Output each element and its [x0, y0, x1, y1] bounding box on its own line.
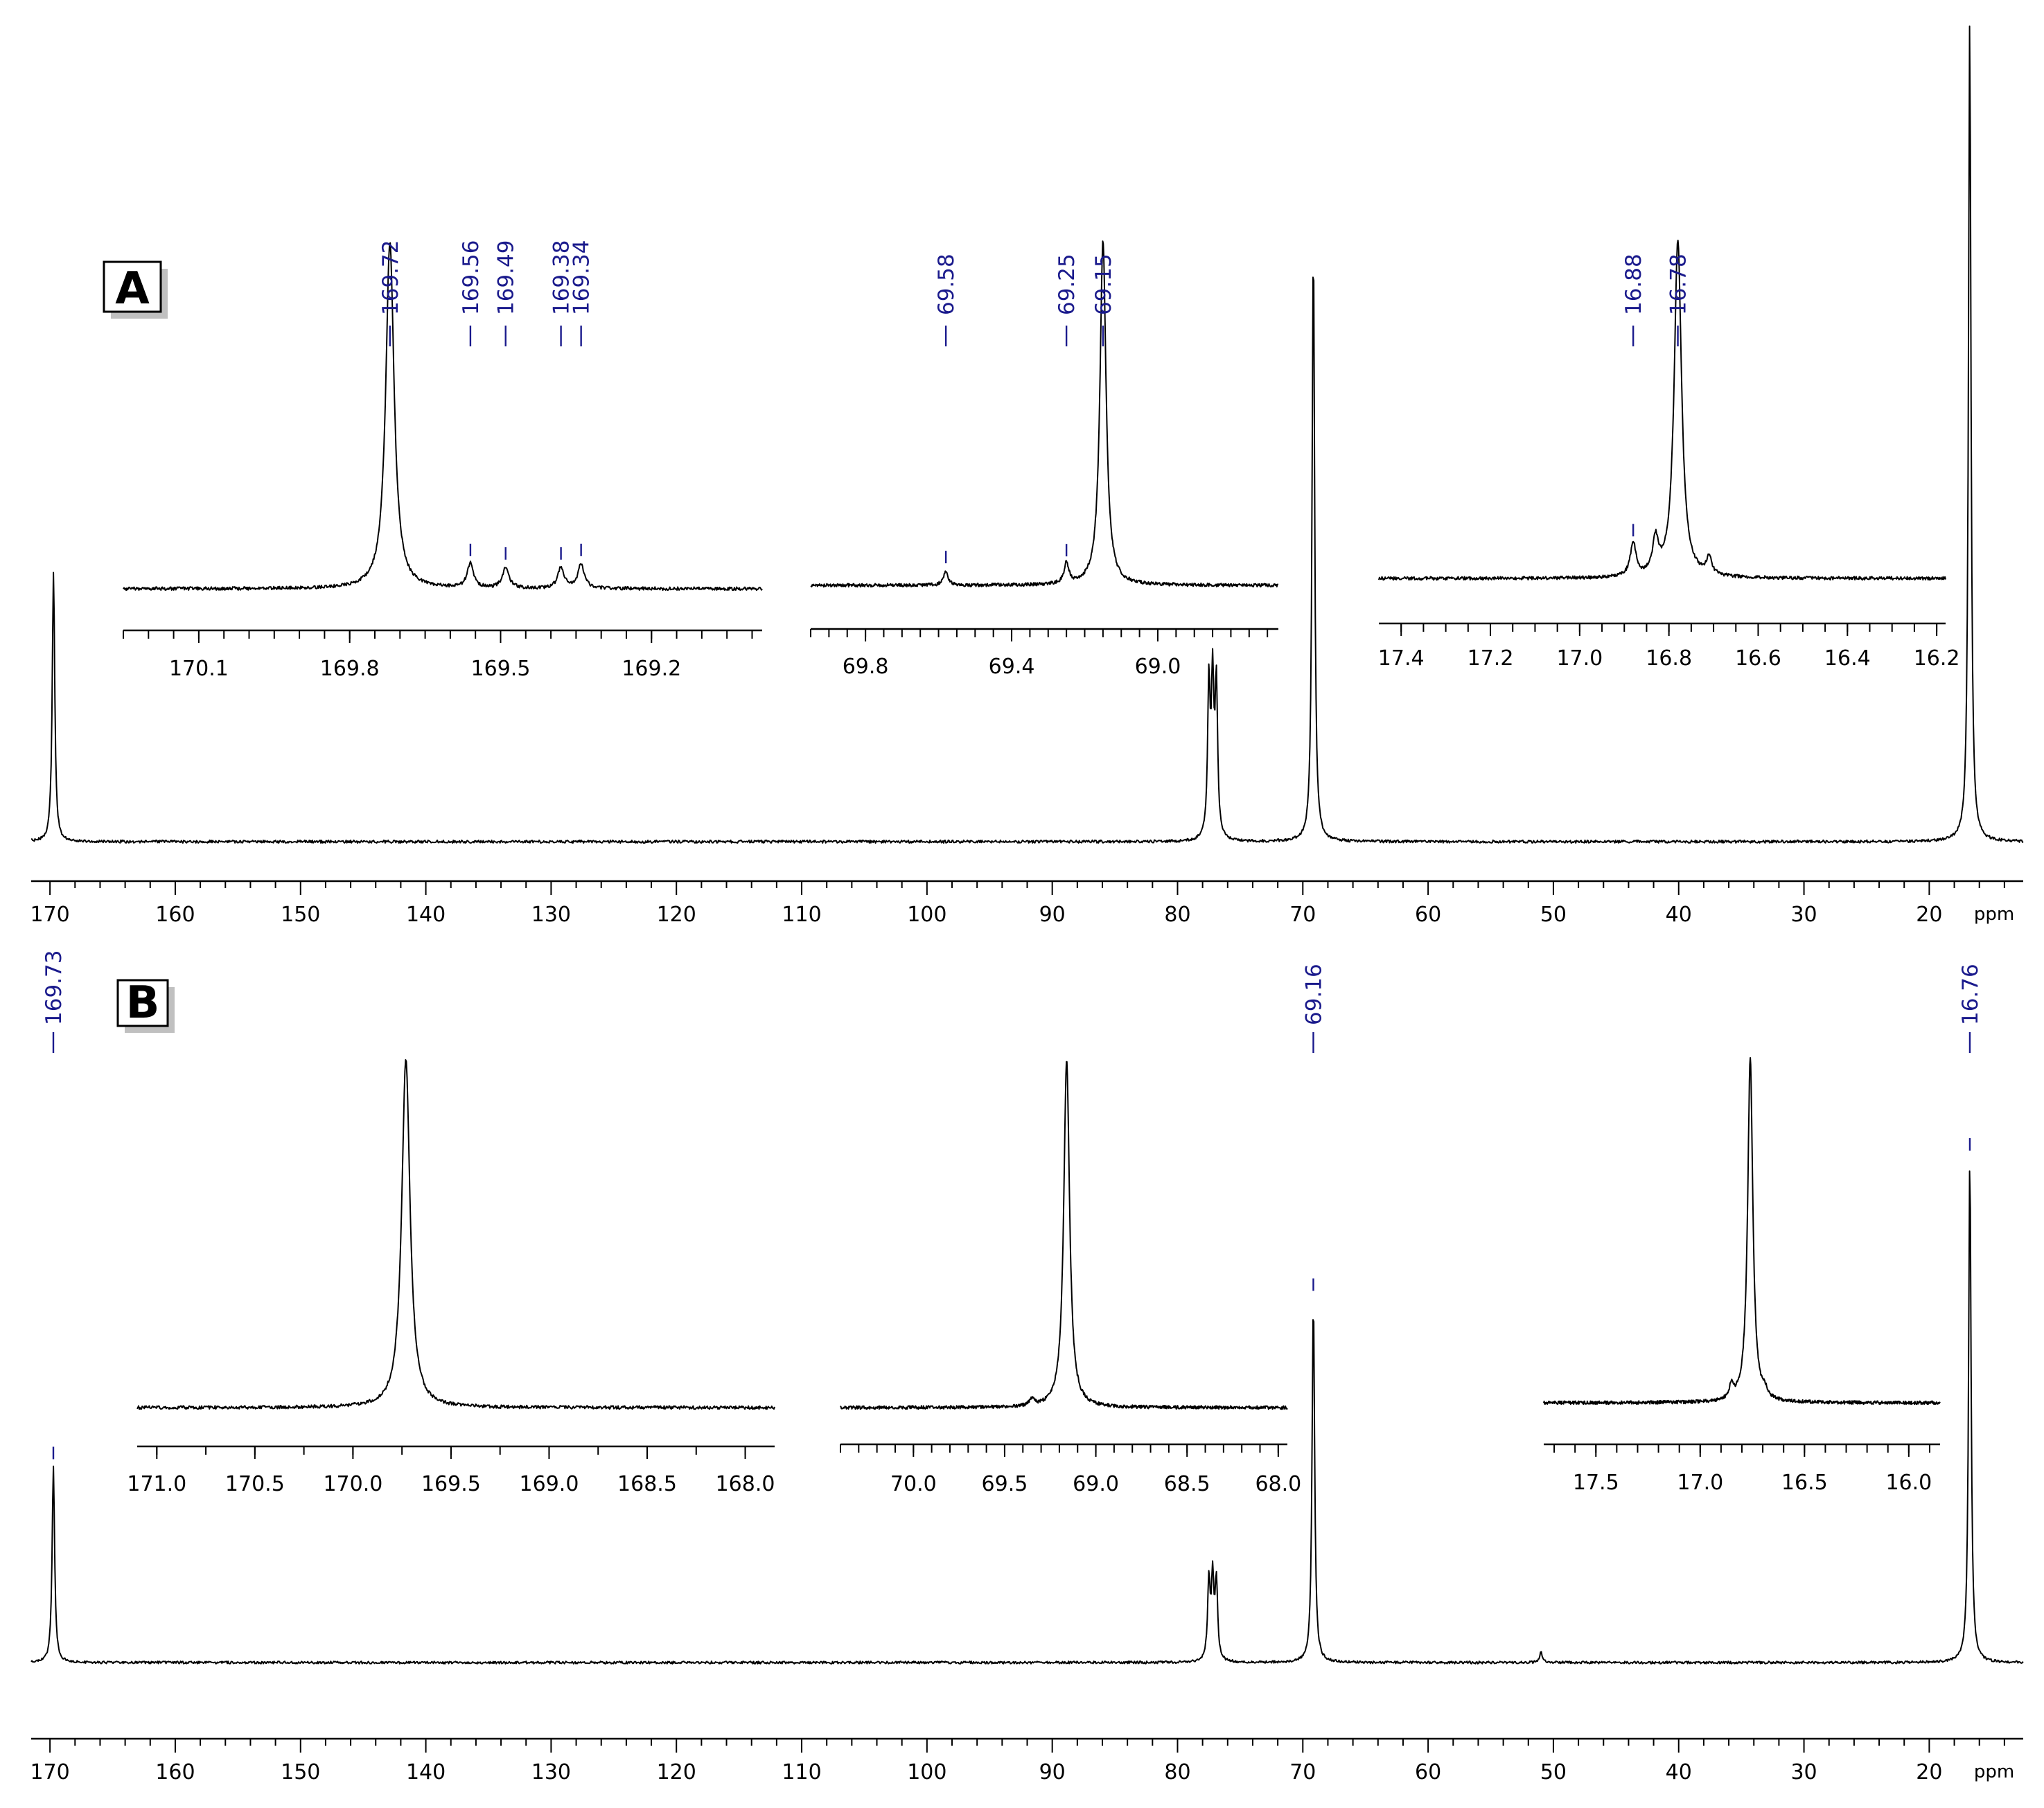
inset-1: 171.0 170.5 170.0 169.5 169.0 168.5 168.0 — [127, 1059, 775, 1496]
inset-x-tick-label: 168.5 — [617, 1472, 677, 1496]
x-tick-label: 100 — [907, 903, 946, 927]
inset-spectrum-line — [810, 240, 1279, 588]
inset-spectrum-line — [840, 1061, 1288, 1410]
inset-x-tick-label: 68.5 — [1164, 1472, 1210, 1496]
x-tick-label: 40 — [1666, 1760, 1692, 1784]
panel-b: 170 160 150 140 130 120 110 100 90 80 70 60 50 40 30 20… — [30, 950, 2024, 1784]
x-tick-label: 150 — [281, 1760, 320, 1784]
inset-x-tick-label: 16.5 — [1781, 1471, 1828, 1495]
panel-a: 170 160 150 140 130 120 110 100 90 80 70 60 50 40 30 20… — [30, 25, 2024, 927]
x-tick-label: 20 — [1916, 1760, 1942, 1784]
inset-x-tick-label: 17.0 — [1677, 1471, 1723, 1495]
inset-x-tick-label: 171.0 — [127, 1472, 186, 1496]
inset-x-tick-label: 17.0 — [1556, 646, 1603, 671]
x-tick-label: 170 — [30, 1760, 69, 1784]
x-tick-label: 100 — [907, 1760, 946, 1784]
inset-x-tick-label: 68.0 — [1255, 1472, 1301, 1496]
inset-x-tick-label: 70.0 — [890, 1472, 937, 1496]
peak-label: 169.34 — [570, 240, 594, 315]
x-tick-label: 60 — [1415, 1760, 1441, 1784]
x-tick-label: 30 — [1790, 1760, 1817, 1784]
inset-x-tick-label: 17.4 — [1378, 646, 1425, 671]
inset-spectrum-line — [1543, 1057, 1941, 1406]
panel-label-box — [116, 979, 169, 1027]
peak-label: 69.15 — [1091, 254, 1116, 315]
x-tick-label: 160 — [155, 1760, 195, 1784]
inset-x-tick-label: 170.1 — [169, 657, 229, 681]
inset-x-tick-label: 16.8 — [1646, 646, 1692, 671]
peak-label: 69.58 — [934, 254, 959, 315]
panel-label-box — [103, 260, 162, 313]
x-tick-label: 80 — [1164, 1760, 1190, 1784]
inset-spectrum-line — [1378, 240, 1946, 581]
peak-label: 169.38 — [549, 240, 574, 315]
panel-label: A — [115, 263, 150, 314]
inset-spectrum-line — [136, 1059, 775, 1410]
inset-x-tick-label: 169.0 — [520, 1472, 579, 1496]
x-tick-label: 110 — [782, 903, 821, 927]
x-tick-label: 30 — [1790, 903, 1817, 927]
inset-x-tick-label: 170.5 — [225, 1472, 285, 1496]
inset-3: 17.5 17.0 16.5 16.0 — [1543, 1057, 1941, 1495]
inset-2: 69.8 69.4 69.0 69.58 69.25 69.15 — [810, 240, 1279, 679]
x-tick-label: 130 — [531, 1760, 571, 1784]
peak-label: 16.88 — [1621, 254, 1646, 315]
inset-x-tick-label: 169.8 — [320, 657, 380, 681]
x-tick-label: 90 — [1039, 1760, 1066, 1784]
peak-label: 16.76 — [1958, 964, 1983, 1025]
x-tick-label: 50 — [1540, 903, 1567, 927]
peak-label: 69.16 — [1301, 964, 1326, 1025]
peak-label: 169.56 — [459, 240, 484, 315]
spectrum-line — [30, 1170, 2024, 1665]
inset-x-tick-label: 169.5 — [471, 657, 531, 681]
inset-x-tick-label: 16.6 — [1735, 646, 1781, 671]
peak-label: 169.49 — [494, 240, 519, 315]
inset-x-tick-label: 69.4 — [989, 655, 1035, 679]
peak-label: 169.72 — [378, 240, 403, 315]
panel-label: B — [126, 977, 160, 1029]
x-tick-label: 110 — [782, 1760, 821, 1784]
inset-x-tick-label: 168.0 — [716, 1472, 775, 1496]
inset-1: 170.1 169.8 169.5 169.2 169.72 169.56 169.49 16… — [123, 240, 763, 681]
inset-x-tick-label: 69.0 — [1135, 655, 1181, 679]
peak-label: 16.78 — [1666, 254, 1691, 315]
x-tick-label: 120 — [657, 1760, 696, 1784]
x-tick-label: 170 — [30, 903, 69, 927]
x-tick-label: 50 — [1540, 1760, 1567, 1784]
inset-x-tick-label: 16.4 — [1824, 646, 1871, 671]
x-tick-label: 140 — [406, 1760, 446, 1784]
spectrum-line — [30, 25, 2024, 844]
inset-x-tick-label: 17.2 — [1468, 646, 1514, 671]
inset-x-tick-label: 169.5 — [421, 1472, 481, 1496]
inset-x-tick-label: 17.5 — [1573, 1471, 1619, 1495]
peak-label: 69.25 — [1055, 254, 1080, 315]
peak-label: 169.73 — [42, 950, 67, 1025]
x-tick-label: 40 — [1666, 903, 1692, 927]
inset-x-tick-label: 69.5 — [982, 1472, 1028, 1496]
x-tick-label: 20 — [1916, 903, 1942, 927]
x-tick-label: 80 — [1164, 903, 1190, 927]
x-tick-label: 150 — [281, 903, 320, 927]
x-tick-label: 70 — [1289, 1760, 1316, 1784]
inset-x-tick-label: 69.8 — [843, 655, 889, 679]
inset-2: 70.0 69.5 69.0 68.5 68.0 — [840, 1061, 1301, 1496]
x-tick-label: 120 — [657, 903, 696, 927]
x-tick-label: 70 — [1289, 903, 1316, 927]
inset-x-tick-label: 69.0 — [1073, 1472, 1119, 1496]
inset-x-tick-label: 16.2 — [1914, 646, 1960, 671]
inset-spectrum-line — [123, 242, 763, 592]
inset-3: 17.4 17.2 17.0 16.8 16.6 16.4 16.2 16.88 16.78 — [1378, 240, 1960, 671]
x-unit-label: ppm — [1974, 1762, 2014, 1782]
x-tick-label: 130 — [531, 903, 571, 927]
x-tick-label: 90 — [1039, 903, 1066, 927]
inset-x-tick-label: 16.0 — [1885, 1471, 1932, 1495]
x-unit-label: ppm — [1974, 904, 2014, 925]
inset-x-tick-label: 169.2 — [622, 657, 681, 681]
x-tick-label: 140 — [406, 903, 446, 927]
inset-x-tick-label: 170.0 — [323, 1472, 382, 1496]
x-tick-label: 160 — [155, 903, 195, 927]
x-tick-label: 60 — [1415, 903, 1441, 927]
